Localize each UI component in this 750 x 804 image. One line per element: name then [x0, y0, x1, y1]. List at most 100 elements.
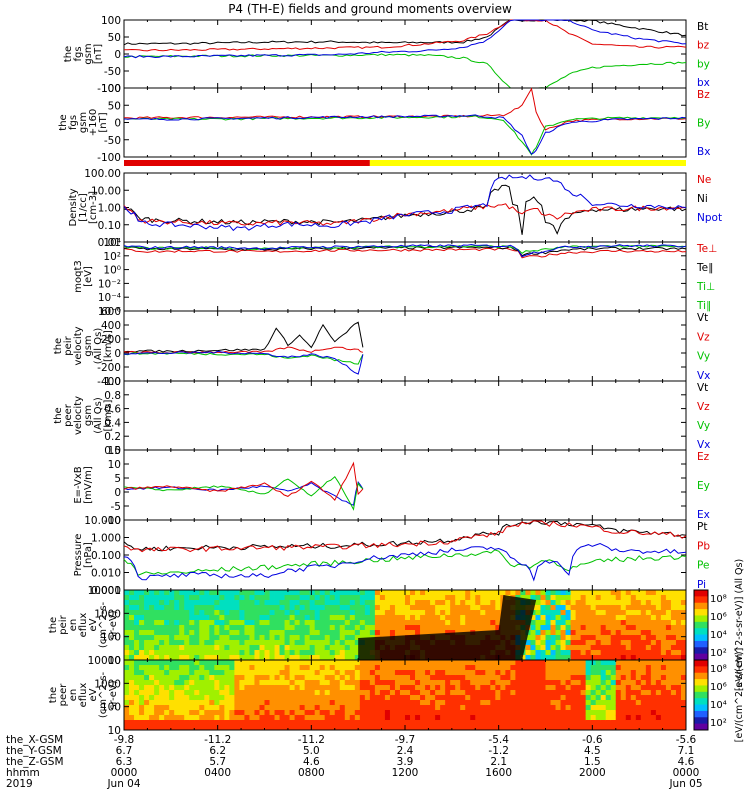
- spectrogram-cell: [179, 655, 185, 661]
- spectrogram-cell: [590, 650, 597, 656]
- spectrogram-cell: [299, 650, 306, 656]
- spectrogram-cell: [219, 685, 225, 691]
- spectrogram-cell: [149, 620, 155, 626]
- spectrogram-cell: [324, 610, 331, 616]
- spectrogram-cell: [490, 665, 496, 671]
- spectrogram-cell: [670, 650, 677, 656]
- spectrogram-gap: [358, 595, 537, 660]
- spectrogram-cell: [620, 670, 627, 676]
- spectrogram-cell: [319, 605, 326, 611]
- spectrogram-cell: [550, 665, 556, 671]
- spectrogram-cell: [520, 710, 526, 716]
- spectrogram-cell: [475, 695, 481, 701]
- spectrogram-cell: [575, 640, 582, 646]
- spectrogram-cell: [525, 635, 531, 641]
- spectrogram-cell: [294, 715, 301, 721]
- spectrogram-cell: [269, 660, 275, 666]
- spectrogram-cell: [535, 700, 541, 706]
- spectrogram-cell: [565, 605, 571, 611]
- spectrogram-cell: [294, 635, 301, 641]
- spectrogram-cell: [219, 675, 225, 681]
- spectrogram-cell: [244, 705, 250, 711]
- spectrogram-cell: [625, 700, 632, 706]
- spectrogram-cell: [465, 595, 471, 601]
- spectrogram-cell: [440, 675, 446, 681]
- legend-label: Vt: [697, 312, 708, 324]
- spectrogram-cell: [174, 670, 180, 676]
- spectrogram-cell: [124, 625, 130, 631]
- y-tick-label: 0.01: [98, 237, 121, 249]
- spectrogram-cell: [194, 700, 200, 706]
- spectrogram-cell: [590, 605, 597, 611]
- spectrogram-cell: [450, 700, 456, 706]
- spectrogram-cell: [384, 720, 391, 726]
- spectrogram-cell: [410, 715, 416, 721]
- spectrogram-cell: [520, 715, 526, 721]
- legend-label: Ti⊥: [696, 281, 715, 293]
- spectrogram-cell: [329, 640, 336, 646]
- spectrogram-cell: [269, 670, 275, 676]
- spectrogram-cell: [625, 650, 632, 656]
- spectrogram-cell: [555, 630, 561, 636]
- spectrogram-cell: [565, 665, 571, 671]
- spectrogram-cell: [214, 640, 220, 646]
- spectrogram-cell: [500, 685, 506, 691]
- spectrogram-cell: [550, 700, 556, 706]
- spectrogram-cell: [560, 615, 566, 621]
- spectrogram-cell: [645, 710, 652, 716]
- spectrogram-cell: [520, 700, 526, 706]
- spectrogram-cell: [655, 720, 662, 726]
- spectrogram-cell: [129, 630, 135, 636]
- spectrogram-cell: [460, 615, 466, 621]
- spectrogram-cell: [289, 675, 296, 681]
- spectrogram-cell: [379, 680, 386, 686]
- spectrogram-cell: [660, 590, 667, 596]
- spectrogram-cell: [169, 650, 175, 656]
- spectrogram-cell: [264, 655, 270, 661]
- spectrogram-cell: [405, 695, 411, 701]
- spectrogram-cell: [184, 670, 190, 676]
- spectrogram-cell: [314, 725, 321, 731]
- spectrogram-cell: [680, 720, 687, 726]
- spectrogram-cell: [344, 650, 351, 656]
- spectrogram-cell: [435, 665, 441, 671]
- spectrogram-cell: [249, 645, 255, 651]
- spectrogram-cell: [625, 695, 632, 701]
- spectrogram-cell: [379, 595, 386, 601]
- y-axis-label-line: gsm: [83, 405, 94, 426]
- spectrogram-cell: [620, 675, 627, 681]
- spectrogram-cell: [319, 685, 326, 691]
- spectrogram-cell: [369, 695, 376, 701]
- spectrogram-cell: [214, 720, 220, 726]
- spectrogram-cell: [650, 625, 657, 631]
- y-axis-label-line: [nPa]: [83, 542, 94, 568]
- spectrogram-cell: [650, 725, 657, 731]
- spectrogram-cell: [680, 715, 687, 721]
- panel-frame: [123, 449, 687, 521]
- spectrogram-cell: [224, 605, 230, 611]
- spectrogram-cell: [304, 640, 311, 646]
- spectrogram-cell: [164, 600, 170, 606]
- spectrogram-cell: [670, 720, 677, 726]
- spectrogram-cell: [490, 680, 496, 686]
- spectrogram-cell: [284, 660, 290, 666]
- spectrogram-cell: [129, 665, 135, 671]
- spectrogram-cell: [560, 610, 566, 616]
- spectrogram-cell: [304, 605, 311, 611]
- spectrogram-cell: [675, 635, 682, 641]
- spectrogram-cell: [179, 690, 185, 696]
- spectrogram-cell: [485, 610, 491, 616]
- spectrogram-cell: [294, 665, 301, 671]
- spectrogram-cell: [545, 660, 551, 666]
- spectrogram-cell: [209, 610, 215, 616]
- spectrogram-cell: [595, 725, 602, 731]
- spectrogram-cell: [299, 680, 306, 686]
- x-annotation-value: 0000: [673, 767, 700, 779]
- spectrogram-cell: [660, 690, 667, 696]
- spectrogram-cell: [174, 675, 180, 681]
- spectrogram-cell: [229, 610, 235, 616]
- spectrogram-cell: [174, 620, 180, 626]
- spectrogram-cell: [475, 590, 481, 596]
- legend-label: Vx: [697, 370, 710, 382]
